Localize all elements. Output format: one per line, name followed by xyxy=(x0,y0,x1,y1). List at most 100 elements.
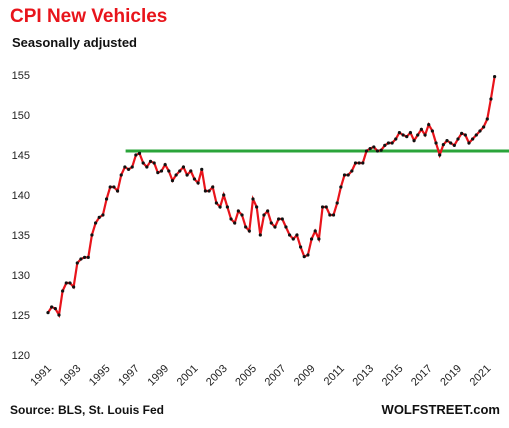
y-tick-label: 150 xyxy=(12,110,30,122)
x-tick-label: 2011 xyxy=(322,363,347,388)
marker xyxy=(57,313,61,317)
marker xyxy=(342,173,347,177)
marker xyxy=(320,205,325,209)
marker xyxy=(61,289,65,293)
marker xyxy=(123,165,127,169)
marker xyxy=(375,149,380,153)
marker xyxy=(225,205,229,209)
marker xyxy=(145,165,149,169)
marker xyxy=(203,189,208,193)
marker xyxy=(83,255,87,259)
marker xyxy=(460,131,464,135)
marker xyxy=(397,131,402,135)
marker xyxy=(207,189,211,193)
marker xyxy=(449,141,453,145)
marker xyxy=(130,165,134,169)
marker xyxy=(309,237,314,241)
marker xyxy=(372,145,376,149)
marker xyxy=(189,169,193,173)
marker xyxy=(200,167,204,171)
marker xyxy=(167,169,171,173)
marker xyxy=(218,205,222,209)
x-tick-label: 2003 xyxy=(204,363,230,389)
marker xyxy=(266,209,270,213)
marker xyxy=(339,185,343,189)
marker xyxy=(335,201,339,205)
marker xyxy=(53,307,57,311)
marker xyxy=(295,233,299,237)
marker xyxy=(317,237,321,241)
marker xyxy=(478,129,482,133)
marker xyxy=(86,255,90,259)
marker xyxy=(90,233,94,237)
line xyxy=(47,76,496,319)
marker xyxy=(298,245,303,249)
x-tick-label: 2015 xyxy=(380,363,406,389)
marker xyxy=(452,143,456,147)
marker xyxy=(368,147,372,151)
x-tick-label: 2019 xyxy=(438,363,464,389)
marker xyxy=(185,173,189,177)
marker xyxy=(331,213,336,217)
marker xyxy=(141,161,145,165)
marker xyxy=(350,169,354,173)
marker xyxy=(137,151,142,155)
marker xyxy=(115,189,120,193)
x-tick-label: 1995 xyxy=(87,363,113,389)
marker xyxy=(361,161,365,165)
marker xyxy=(72,285,76,289)
y-tick-label: 145 xyxy=(12,150,30,162)
chart-title: CPI New Vehicles xyxy=(10,6,167,27)
marker xyxy=(390,141,394,145)
marker xyxy=(46,311,50,315)
marker xyxy=(353,161,358,165)
marker xyxy=(93,221,98,225)
marker xyxy=(134,153,138,157)
marker xyxy=(251,197,255,201)
y-tick-label: 135 xyxy=(12,230,30,242)
marker xyxy=(386,141,391,145)
marker xyxy=(364,149,369,153)
marker xyxy=(174,173,178,177)
marker xyxy=(482,125,486,129)
marker xyxy=(383,143,387,147)
marker xyxy=(126,167,131,171)
marker xyxy=(196,181,200,185)
marker xyxy=(192,177,197,181)
marker xyxy=(284,225,288,229)
marker xyxy=(280,217,284,221)
marker xyxy=(408,131,413,135)
x-tick-label: 2013 xyxy=(350,363,376,389)
marker xyxy=(445,139,449,143)
x-tick-label: 1991 xyxy=(28,363,54,389)
marker xyxy=(441,143,445,147)
marker xyxy=(405,135,409,139)
marker xyxy=(419,127,423,131)
marker xyxy=(68,281,72,285)
marker xyxy=(108,185,112,189)
marker xyxy=(247,229,251,233)
x-tick-label: 2007 xyxy=(263,363,289,389)
x-tick-label: 2009 xyxy=(292,363,318,389)
marker xyxy=(394,137,398,141)
marker xyxy=(104,197,109,201)
marker xyxy=(163,163,167,167)
marker xyxy=(97,215,101,219)
y-tick-label: 140 xyxy=(12,190,30,202)
marker xyxy=(178,169,182,173)
marker xyxy=(456,137,460,141)
marker xyxy=(463,133,467,137)
marker xyxy=(240,213,244,217)
marker xyxy=(255,205,259,209)
marker xyxy=(112,185,116,189)
marker xyxy=(412,139,416,143)
marker xyxy=(467,141,471,145)
marker xyxy=(485,117,489,121)
marker xyxy=(416,133,420,137)
marker xyxy=(170,179,175,183)
marker xyxy=(489,97,493,101)
marker xyxy=(50,305,54,309)
x-tick-label: 1993 xyxy=(58,363,84,389)
marker xyxy=(493,75,497,79)
